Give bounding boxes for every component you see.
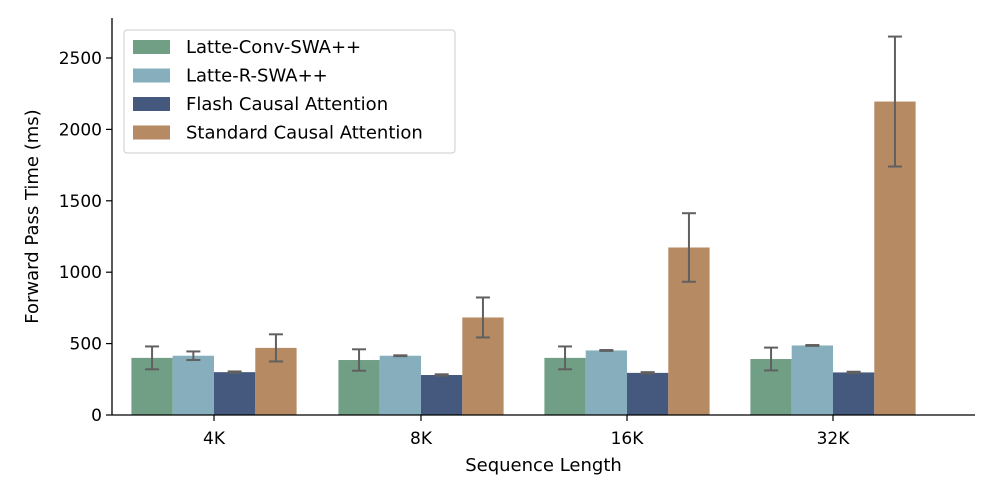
error-bar-latte-r-swa--16k: [599, 349, 614, 352]
legend: Latte-Conv-SWA++ Latte-R-SWA++ Flash Causa…: [123, 29, 456, 154]
error-bar-latte-r-swa--8k: [393, 354, 408, 358]
bar-flash-causal-attention-4k: [214, 372, 256, 415]
x-tick-label: 16K: [611, 429, 645, 449]
bar-flash-causal-attention-32k: [833, 372, 875, 415]
legend-swatch: [133, 125, 170, 140]
bar-latte-r-swa--16k: [585, 350, 627, 415]
error-bar-flash-causal-attention-4k: [227, 370, 242, 374]
error-bar-standard-causal-attention-32k: [887, 35, 902, 168]
error-bar-latte-conv-swa--16k: [558, 345, 573, 371]
error-bar-latte-conv-swa--8k: [352, 348, 367, 372]
y-tick-label: 500: [70, 335, 102, 355]
y-tick-label: 1500: [59, 192, 102, 212]
legend-label: Standard Causal Attention: [186, 123, 423, 144]
bars-layer: [131, 101, 916, 415]
error-bar-latte-conv-swa--32k: [764, 346, 779, 372]
error-bar-standard-causal-attention-4k: [268, 333, 283, 363]
legend-swatch: [133, 97, 170, 111]
legend-item: Latte-R-SWA++: [133, 66, 328, 87]
axes: [111, 18, 975, 416]
legend-swatch: [133, 68, 170, 83]
y-tick-label: 2000: [59, 120, 102, 140]
x-tick-label: 4K: [203, 429, 226, 449]
error-bar-latte-r-swa--32k: [805, 344, 820, 347]
legend-item: Standard Causal Attention: [133, 123, 423, 144]
legend-swatch: [133, 40, 170, 54]
legend-label: Latte-Conv-SWA++: [186, 37, 361, 58]
bar-latte-r-swa--32k: [791, 345, 833, 415]
error-bars-layer: [145, 35, 902, 377]
y-tick-label: 2500: [59, 49, 102, 69]
error-bar-standard-causal-attention-16k: [681, 212, 696, 283]
legend-frame: [123, 29, 456, 154]
y-tick-label: 0: [91, 406, 102, 426]
y-tick-label: 1000: [59, 263, 102, 283]
legend-label: Latte-R-SWA++: [186, 66, 328, 87]
y-axis-label: Forward Pass Time (ms): [22, 109, 43, 323]
error-bar-flash-causal-attention-8k: [434, 373, 449, 377]
bar-latte-r-swa--4k: [172, 355, 214, 415]
error-bar-latte-conv-swa--4k: [145, 345, 160, 371]
x-tick-label: 8K: [410, 429, 433, 449]
error-bar-standard-causal-attention-8k: [475, 296, 490, 339]
bar-flash-causal-attention-16k: [627, 372, 669, 415]
y-ticks: 0 500 1000 1500 2000 2500: [59, 49, 112, 426]
bar-flash-causal-attention-8k: [421, 375, 463, 415]
legend-item: Flash Causal Attention: [133, 94, 388, 115]
x-ticks: 4K 8K 16K 32K: [203, 415, 850, 449]
x-tick-label: 32K: [817, 429, 851, 449]
legend-label: Flash Causal Attention: [186, 94, 388, 115]
legend-item: Latte-Conv-SWA++: [133, 37, 361, 58]
bar-latte-r-swa--8k: [379, 355, 421, 415]
x-axis-label: Sequence Length: [465, 455, 622, 476]
error-bar-latte-r-swa--4k: [186, 350, 201, 362]
error-bar-flash-causal-attention-16k: [640, 371, 655, 375]
error-bar-flash-causal-attention-32k: [846, 370, 861, 375]
